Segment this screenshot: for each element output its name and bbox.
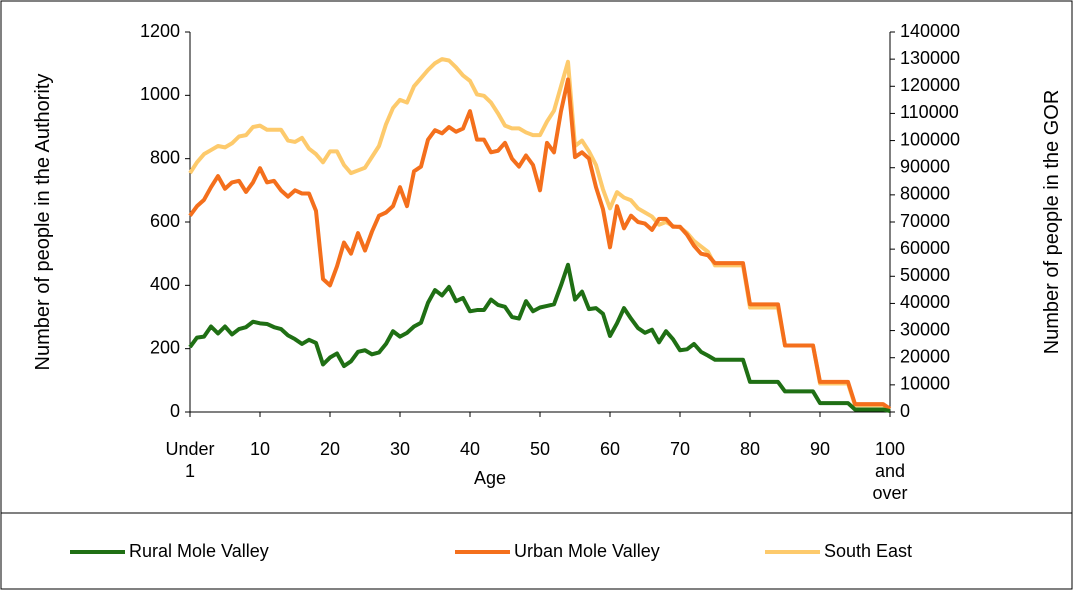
x-tick-label: 90 (809, 439, 831, 459)
y-tick-label: 600 (150, 211, 180, 231)
x-tick-label: 100 and over (872, 439, 908, 503)
x-tick-label: 40 (459, 439, 481, 459)
y2-tick-label: 100000 (900, 129, 960, 149)
y2-tick-label: 130000 (900, 48, 960, 68)
y2-tick-label: 60000 (900, 238, 950, 258)
y-tick-label: 1200 (140, 21, 180, 41)
y2-axis-title: Number of people in the GOR (1041, 89, 1063, 355)
y-tick-label: 0 (170, 401, 180, 421)
y2-tick-label: 80000 (900, 184, 950, 204)
series-line (188, 77, 892, 411)
y2-tick-label: 90000 (900, 156, 950, 176)
x-tick-label: Under 1 (165, 439, 215, 481)
x-tick-label: 30 (389, 439, 411, 459)
y2-tick-label: 140000 (900, 21, 960, 41)
x-axis-title: Age (474, 468, 506, 488)
y2-tick-label: 70000 (900, 211, 950, 231)
y2-tick-label: 30000 (900, 319, 950, 339)
y-axis-title: Number of people in the Authority (32, 73, 54, 371)
x-tick-label: 60 (599, 439, 621, 459)
y2-tick-label: 50000 (900, 265, 950, 285)
y2-tick-label: 120000 (900, 75, 960, 95)
x-tick-label: 10 (249, 439, 271, 459)
legend-label: South East (824, 541, 912, 561)
x-tick-label: 20 (319, 439, 341, 459)
y2-tick-label: 110000 (900, 102, 959, 122)
y-tick-label: 800 (150, 147, 180, 167)
y-tick-label: 200 (150, 337, 180, 357)
y2-tick-label: 10000 (900, 374, 950, 394)
y-tick-label: 1000 (140, 84, 180, 104)
x-tick-label: 50 (529, 439, 551, 459)
y2-tick-label: 40000 (900, 292, 950, 312)
legend-label: Urban Mole Valley (514, 541, 660, 561)
y2-tick-label: 0 (900, 401, 910, 421)
y-tick-label: 400 (150, 274, 180, 294)
series-line (188, 262, 891, 414)
legend-label: Rural Mole Valley (129, 541, 269, 561)
series-line (188, 57, 892, 412)
x-tick-label: 80 (739, 439, 761, 459)
y2-tick-label: 20000 (900, 346, 950, 366)
x-tick-label: 70 (669, 439, 691, 459)
